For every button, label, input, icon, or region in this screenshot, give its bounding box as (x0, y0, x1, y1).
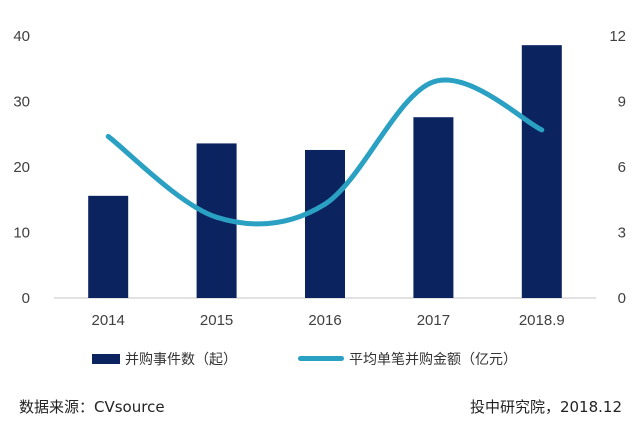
legend-label-line: 平均单笔并购金额（亿元） (349, 352, 517, 368)
legend-swatch-bar (92, 354, 120, 364)
left-tick-label: 0 (22, 290, 30, 307)
right-tick-label: 12 (609, 28, 626, 45)
left-tick-label: 30 (13, 94, 30, 111)
legend-swatch-line (298, 356, 344, 361)
source-note: 数据来源：CVsource (19, 398, 165, 416)
x-tick-label: 2016 (308, 312, 341, 329)
left-tick-label: 40 (13, 28, 30, 45)
line-series (105, 77, 545, 227)
bar-2018.9 (521, 45, 562, 298)
left-axis: 0 10 20 30 40 (13, 28, 30, 307)
legend: 并购事件数（起） 平均单笔并购金额（亿元） (92, 352, 517, 368)
x-tick-label: 2017 (417, 312, 450, 329)
bar-2017 (413, 117, 454, 298)
right-tick-label: 3 (618, 225, 626, 242)
x-tick-label: 2018.9 (519, 312, 565, 329)
bar-series (88, 45, 562, 298)
publisher-note: 投中研究院，2018.12 (470, 398, 622, 416)
right-tick-label: 9 (618, 94, 626, 111)
right-axis: 0 3 6 9 12 (609, 28, 626, 307)
left-tick-label: 20 (13, 159, 30, 176)
x-axis-labels: 2014 2015 2016 2017 2018.9 (92, 312, 565, 329)
avg-deal-amount-line (105, 77, 545, 227)
left-tick-label: 10 (13, 225, 30, 242)
x-tick-label: 2014 (92, 312, 125, 329)
right-tick-label: 0 (618, 290, 626, 307)
x-tick-label: 2015 (200, 312, 233, 329)
bar-2014 (88, 195, 129, 298)
bar-2016 (305, 149, 345, 298)
right-tick-label: 6 (618, 159, 626, 176)
legend-label-bar: 并购事件数（起） (125, 352, 237, 368)
